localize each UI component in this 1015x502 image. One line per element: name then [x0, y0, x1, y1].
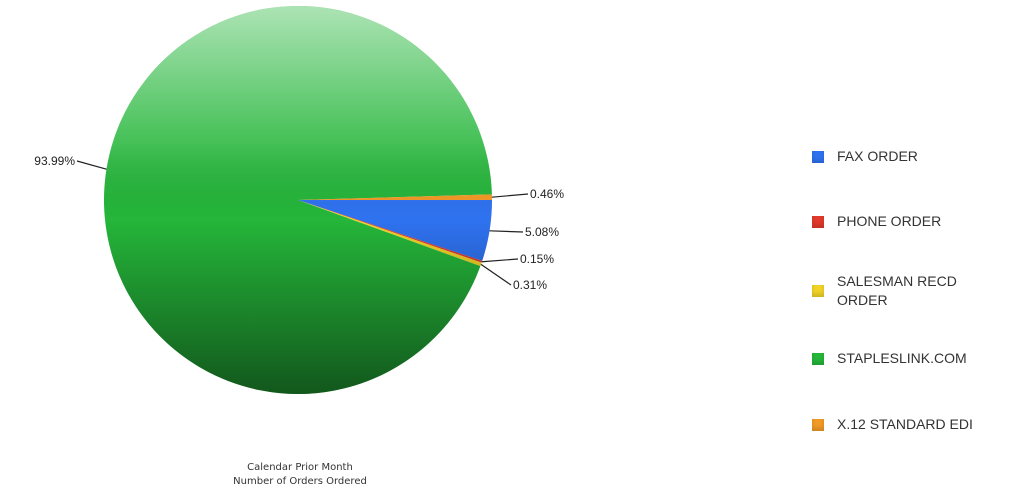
pie-labels: 5.08% 0.15% 0.31% 93.99% 0.46%: [34, 154, 564, 292]
legend-swatch: [812, 215, 824, 228]
legend-swatch: [812, 150, 824, 163]
leader-line-fax-order: [489, 230, 524, 233]
legend-swatch: [812, 418, 824, 431]
legend-item-phone-order[interactable]: PHONE ORDER: [812, 212, 941, 231]
slice-label-phone-order: 0.15%: [520, 252, 554, 266]
legend-item-fax-order[interactable]: FAX ORDER: [812, 147, 918, 166]
legend-label: SALESMAN RECD ORDER: [837, 273, 957, 308]
leader-line-x-12-standard-edi: [491, 193, 529, 198]
legend-label: X.12 STANDARD EDI: [837, 416, 973, 432]
legend-item-salesman-recd-order[interactable]: SALESMAN RECD ORDER: [812, 272, 957, 310]
slice-label-stapleslink-com: 93.99%: [34, 154, 75, 168]
chart-legend: FAX ORDER PHONE ORDER SALESMAN RECD ORDE…: [812, 0, 1012, 502]
leader-line-phone-order: [481, 258, 519, 263]
pie-chart: 5.08% 0.15% 0.31% 93.99% 0.46%: [34, 5, 564, 394]
slice-label-x-12-standard-edi: 0.46%: [530, 187, 564, 201]
chart-caption: Calendar Prior Month Number of Orders Or…: [200, 461, 400, 489]
slice-label-fax-order: 5.08%: [525, 225, 559, 239]
legend-swatch: [812, 285, 824, 297]
legend-label: FAX ORDER: [837, 148, 918, 164]
legend-label: STAPLESLINK.COM: [837, 350, 967, 366]
leader-line-salesman-recd-order: [480, 263, 512, 286]
pie-slices: [104, 5, 492, 394]
legend-item-stapleslink-com[interactable]: STAPLESLINK.COM: [812, 349, 967, 368]
legend-label: PHONE ORDER: [837, 213, 942, 229]
caption-line-2: Number of Orders Ordered: [233, 476, 367, 487]
legend-item-x12-standard-edi[interactable]: X.12 STANDARD EDI: [812, 415, 973, 434]
leader-line-stapleslink-com: [76, 160, 107, 170]
legend-swatch: [812, 352, 824, 365]
caption-line-1: Calendar Prior Month: [247, 462, 353, 473]
slice-label-salesman-recd-order: 0.31%: [513, 278, 547, 292]
